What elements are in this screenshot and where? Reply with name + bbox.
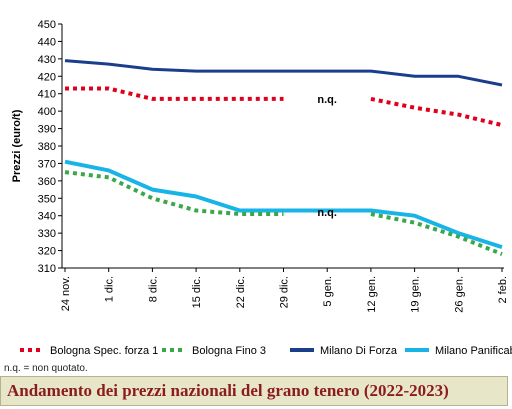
y-tick-label: 420 xyxy=(38,71,56,83)
x-tick-label: 2 feb. xyxy=(497,276,509,304)
x-tick-label: 29 dic. xyxy=(279,276,291,308)
x-tick-label: 19 gen. xyxy=(410,276,422,313)
annotation-layer: n.q. n.q. xyxy=(317,94,337,219)
y-tick-label: 320 xyxy=(38,246,56,258)
footnote: n.q. = non quotato. xyxy=(4,363,88,374)
x-tick-label: 24 nov. xyxy=(60,276,72,311)
series-line xyxy=(64,159,503,250)
legend: Bologna Spec. forza 1 Bologna Fino 3 Milan… xyxy=(20,345,512,357)
y-tick-label: 330 xyxy=(38,228,56,240)
y-tick-label: 430 xyxy=(38,54,56,66)
y-tick-label: 380 xyxy=(38,141,56,153)
y-tick-label: 390 xyxy=(38,124,56,136)
series-bologna-spec-forza-1 xyxy=(65,86,503,128)
price-line-chart: 310 320 330 340 350 360 370 380 390 400 410 420 430 4… xyxy=(11,19,512,357)
chart-title: Andamento dei prezzi nazionali del grano… xyxy=(7,381,449,400)
legend-label: Bologna Fino 3 xyxy=(192,345,266,357)
series-milano-di-forza xyxy=(64,59,503,87)
x-tick-label: 15 dic. xyxy=(191,276,203,308)
legend-label: Milano Panificabile xyxy=(435,345,512,357)
x-tick-label: 26 gen. xyxy=(453,276,465,313)
y-tick-label: 340 xyxy=(38,211,56,223)
legend-item: Milano Di Forza xyxy=(290,345,398,357)
y-tick-label: 400 xyxy=(38,106,56,118)
legend-label: Bologna Spec. forza 1 xyxy=(50,345,158,357)
legend-label: Milano Di Forza xyxy=(320,345,398,357)
plot-area xyxy=(62,24,504,268)
y-tick-label: 350 xyxy=(38,193,56,205)
series-line xyxy=(370,212,503,256)
y-axis-title: Prezzi (euro/t) xyxy=(11,109,23,182)
y-tick-label: 310 xyxy=(38,263,56,275)
legend-item: Bologna Spec. forza 1 xyxy=(20,345,158,357)
series-line xyxy=(64,170,284,216)
y-tick-label: 410 xyxy=(38,89,56,101)
x-tick-label: 1 dic. xyxy=(104,276,116,302)
series-line xyxy=(64,59,503,87)
legend-item: Bologna Fino 3 xyxy=(162,345,266,357)
x-tick-label: 22 dic. xyxy=(235,276,247,308)
y-tick-label: 440 xyxy=(38,36,56,48)
x-tick-label: 12 gen. xyxy=(366,276,378,313)
x-axis: 24 nov. 1 dic. 8 dic. 15 dic. 22 dic. 29 dic.… xyxy=(60,267,509,313)
annotation-nq: n.q. xyxy=(317,207,337,219)
series-milano-panificabile xyxy=(64,159,503,250)
series-bologna-fino-3 xyxy=(64,170,503,256)
y-tick-label: 360 xyxy=(38,176,56,188)
y-tick-label: 450 xyxy=(38,19,56,31)
annotation-nq: n.q. xyxy=(317,94,337,106)
y-tick-label: 370 xyxy=(38,158,56,170)
x-tick-label: 5 gen. xyxy=(322,276,334,307)
series-line xyxy=(370,96,503,128)
footer-bar: Andamento dei prezzi nazionali del grano… xyxy=(0,376,508,406)
x-tick-label: 8 dic. xyxy=(147,276,159,302)
legend-item: Milano Panificabile xyxy=(405,345,512,357)
y-axis: 310 320 330 340 350 360 370 380 390 400 410 420 430 4… xyxy=(38,19,63,275)
series-layer xyxy=(64,59,503,256)
